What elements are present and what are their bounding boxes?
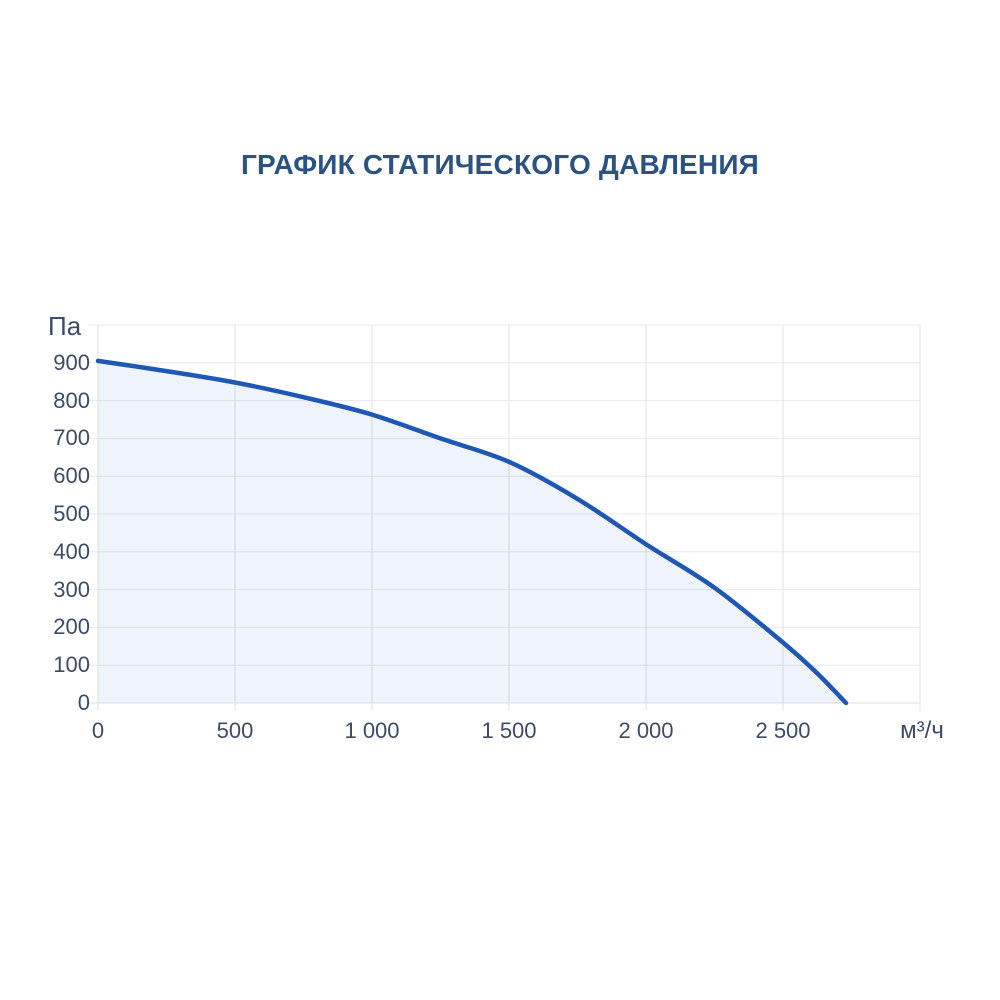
x-tick-label-2000: 2 000	[618, 718, 674, 743]
y-tick-label-500: 500	[53, 501, 90, 526]
y-tick-label-300: 300	[53, 576, 90, 602]
chart-title: ГРАФИК СТАТИЧЕСКОГО ДАВЛЕНИЯ	[240, 149, 759, 180]
x-tick-label-1000: 1 000	[344, 718, 400, 743]
y-tick-label-600: 600	[53, 463, 90, 489]
y-tick-label-0: 0	[77, 690, 90, 715]
y-tick-label-400: 400	[53, 538, 90, 564]
x-axis-unit-label: м³/ч	[900, 717, 944, 744]
x-tick-label-500: 500	[216, 718, 254, 743]
y-axis-unit-label: Па	[48, 311, 82, 341]
y-tick-label-700: 700	[53, 425, 90, 451]
x-tick-label-0: 0	[91, 718, 105, 743]
x-tick-label-2500: 2 500	[755, 718, 811, 743]
pressure-area-fill	[98, 360, 846, 703]
y-tick-label-900: 900	[53, 349, 90, 375]
grid-lines	[88, 324, 921, 711]
y-tick-label-100: 100	[53, 652, 90, 678]
pressure-curve	[95, 358, 849, 706]
y-tick-label-800: 800	[53, 387, 90, 413]
x-tick-label-1500: 1 500	[481, 718, 537, 743]
y-tick-label-200: 200	[53, 614, 90, 640]
